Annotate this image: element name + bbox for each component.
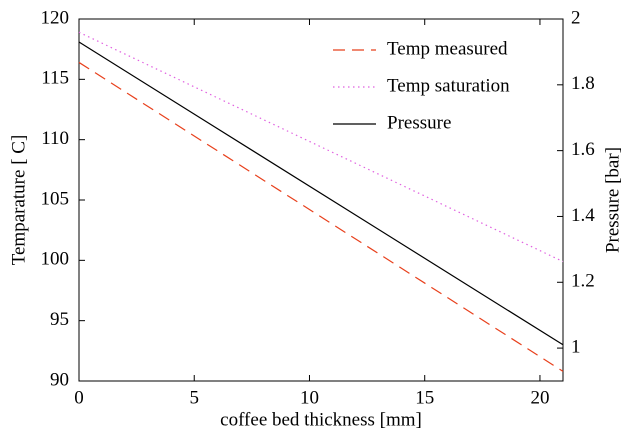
y-tick-label: 100 [41,249,70,270]
x-tick-label: 10 [300,387,319,408]
y2-tick-label: 1.4 [571,205,595,226]
y-axis-label: Temparature [ C] [8,135,29,266]
y2-tick-label: 1 [571,336,581,357]
y2-tick-label: 1.6 [571,139,595,160]
series-line [78,31,564,263]
y-tick-label: 95 [50,309,69,330]
y2-axis-label: Pressure [bar] [602,147,623,253]
plot-frame [78,18,564,382]
y2-tick-label: 2 [571,7,581,28]
y-tick-label: 90 [50,369,69,390]
x-axis-label: coffee bed thickness [mm] [220,409,422,430]
legend-label: Temp measured [387,38,508,59]
y2-tick-label: 1.2 [571,271,595,292]
series-line [78,41,564,346]
y-tick-label: 105 [41,188,70,209]
x-tick-label: 15 [415,387,434,408]
legend-label: Pressure [387,112,451,133]
y-tick-label: 110 [41,128,69,149]
y-tick-label: 115 [41,68,69,89]
x-tick-label: 5 [189,387,199,408]
series-line [78,61,564,372]
legend-label: Temp saturation [387,75,510,96]
x-tick-label: 20 [530,387,549,408]
x-tick-label: 0 [74,387,84,408]
y2-tick-label: 1.8 [571,73,595,94]
y-tick-label: 120 [41,7,70,28]
